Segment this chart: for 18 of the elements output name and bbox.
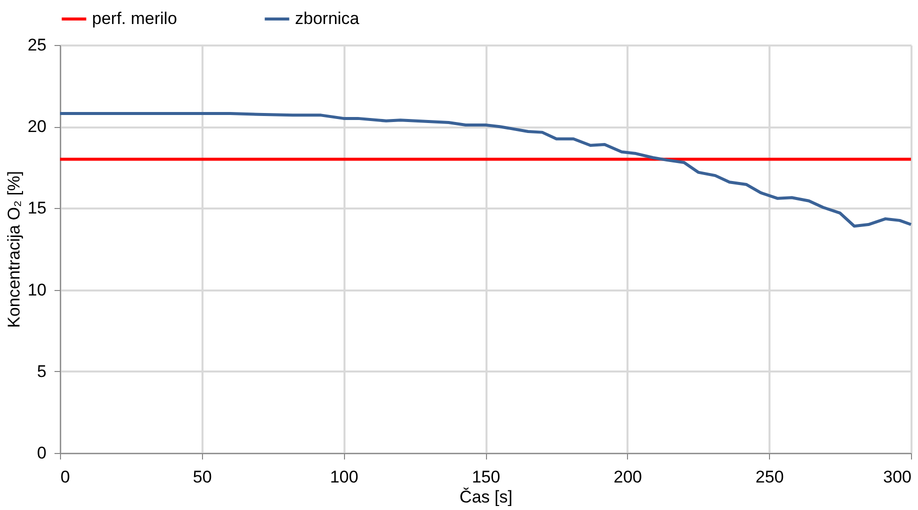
- y-tick-label: 10: [28, 280, 46, 300]
- legend-label: perf. merilo: [92, 9, 178, 28]
- x-tick-label: 250: [755, 468, 784, 486]
- x-tick-label: 150: [472, 468, 500, 486]
- y-axis-title: Koncentracija O₂ [%]: [4, 171, 24, 328]
- x-tick-label: 50: [192, 468, 212, 486]
- x-tick-label: 0: [60, 468, 70, 486]
- x-axis-title: Čas [s]: [460, 488, 512, 506]
- y-tick-label: 15: [28, 198, 46, 218]
- y-tick-label: 20: [28, 117, 46, 136]
- x-tick-label: 200: [614, 468, 642, 486]
- legend-label: zbornica: [295, 9, 360, 28]
- x-tick-label: 300: [883, 468, 912, 486]
- y-tick-label: 25: [28, 36, 46, 54]
- y-tick-label: 5: [37, 362, 46, 381]
- y-tick-label: 0: [37, 444, 46, 462]
- x-tick-label: 100: [330, 468, 358, 486]
- line-series: [58, 112, 912, 228]
